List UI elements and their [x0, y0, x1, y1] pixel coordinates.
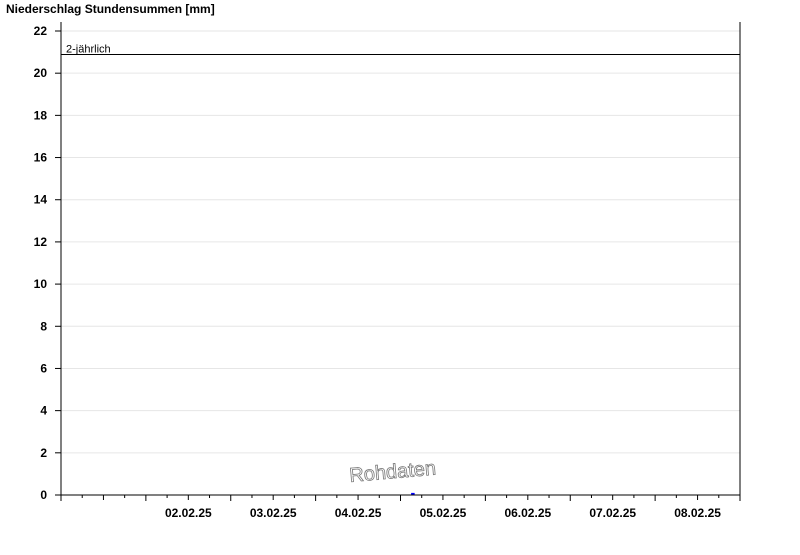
- axis-ticks: 0 2 4 6 8 10 12 14 16 18 20 22 02.02.25 03.02.25 04.02…: [34, 24, 741, 520]
- x-tick-label: 04.02.25: [335, 506, 382, 520]
- y-tick-label: 20: [34, 66, 48, 80]
- y-tick-label: 4: [40, 404, 47, 418]
- chart-title: Niederschlag Stundensummen [mm]: [6, 2, 215, 16]
- y-tick-label: 2: [40, 446, 47, 460]
- y-tick-label: 6: [40, 361, 47, 375]
- y-tick-label: 18: [34, 108, 48, 122]
- y-tick-label: 16: [34, 151, 48, 165]
- x-tick-label: 06.02.25: [504, 506, 551, 520]
- y-tick-label: 0: [40, 488, 47, 502]
- y-tick-label: 10: [34, 277, 48, 291]
- y-tick-label: 12: [34, 235, 48, 249]
- y-tick-label: 8: [40, 319, 47, 333]
- grid: [61, 30, 740, 454]
- x-tick-label: 08.02.25: [674, 506, 721, 520]
- y-tick-label: 14: [34, 193, 48, 207]
- x-tick-label: 03.02.25: [250, 506, 297, 520]
- x-tick-label: 02.02.25: [165, 506, 212, 520]
- x-tick-label: 05.02.25: [420, 506, 467, 520]
- bars: [411, 492, 415, 495]
- x-tick-label: 07.02.25: [589, 506, 636, 520]
- y-tick-label: 22: [34, 24, 48, 38]
- threshold-label: 2-jährlich: [66, 44, 111, 56]
- precipitation-bar: [411, 492, 415, 495]
- watermark: Rohdaten: [349, 458, 437, 487]
